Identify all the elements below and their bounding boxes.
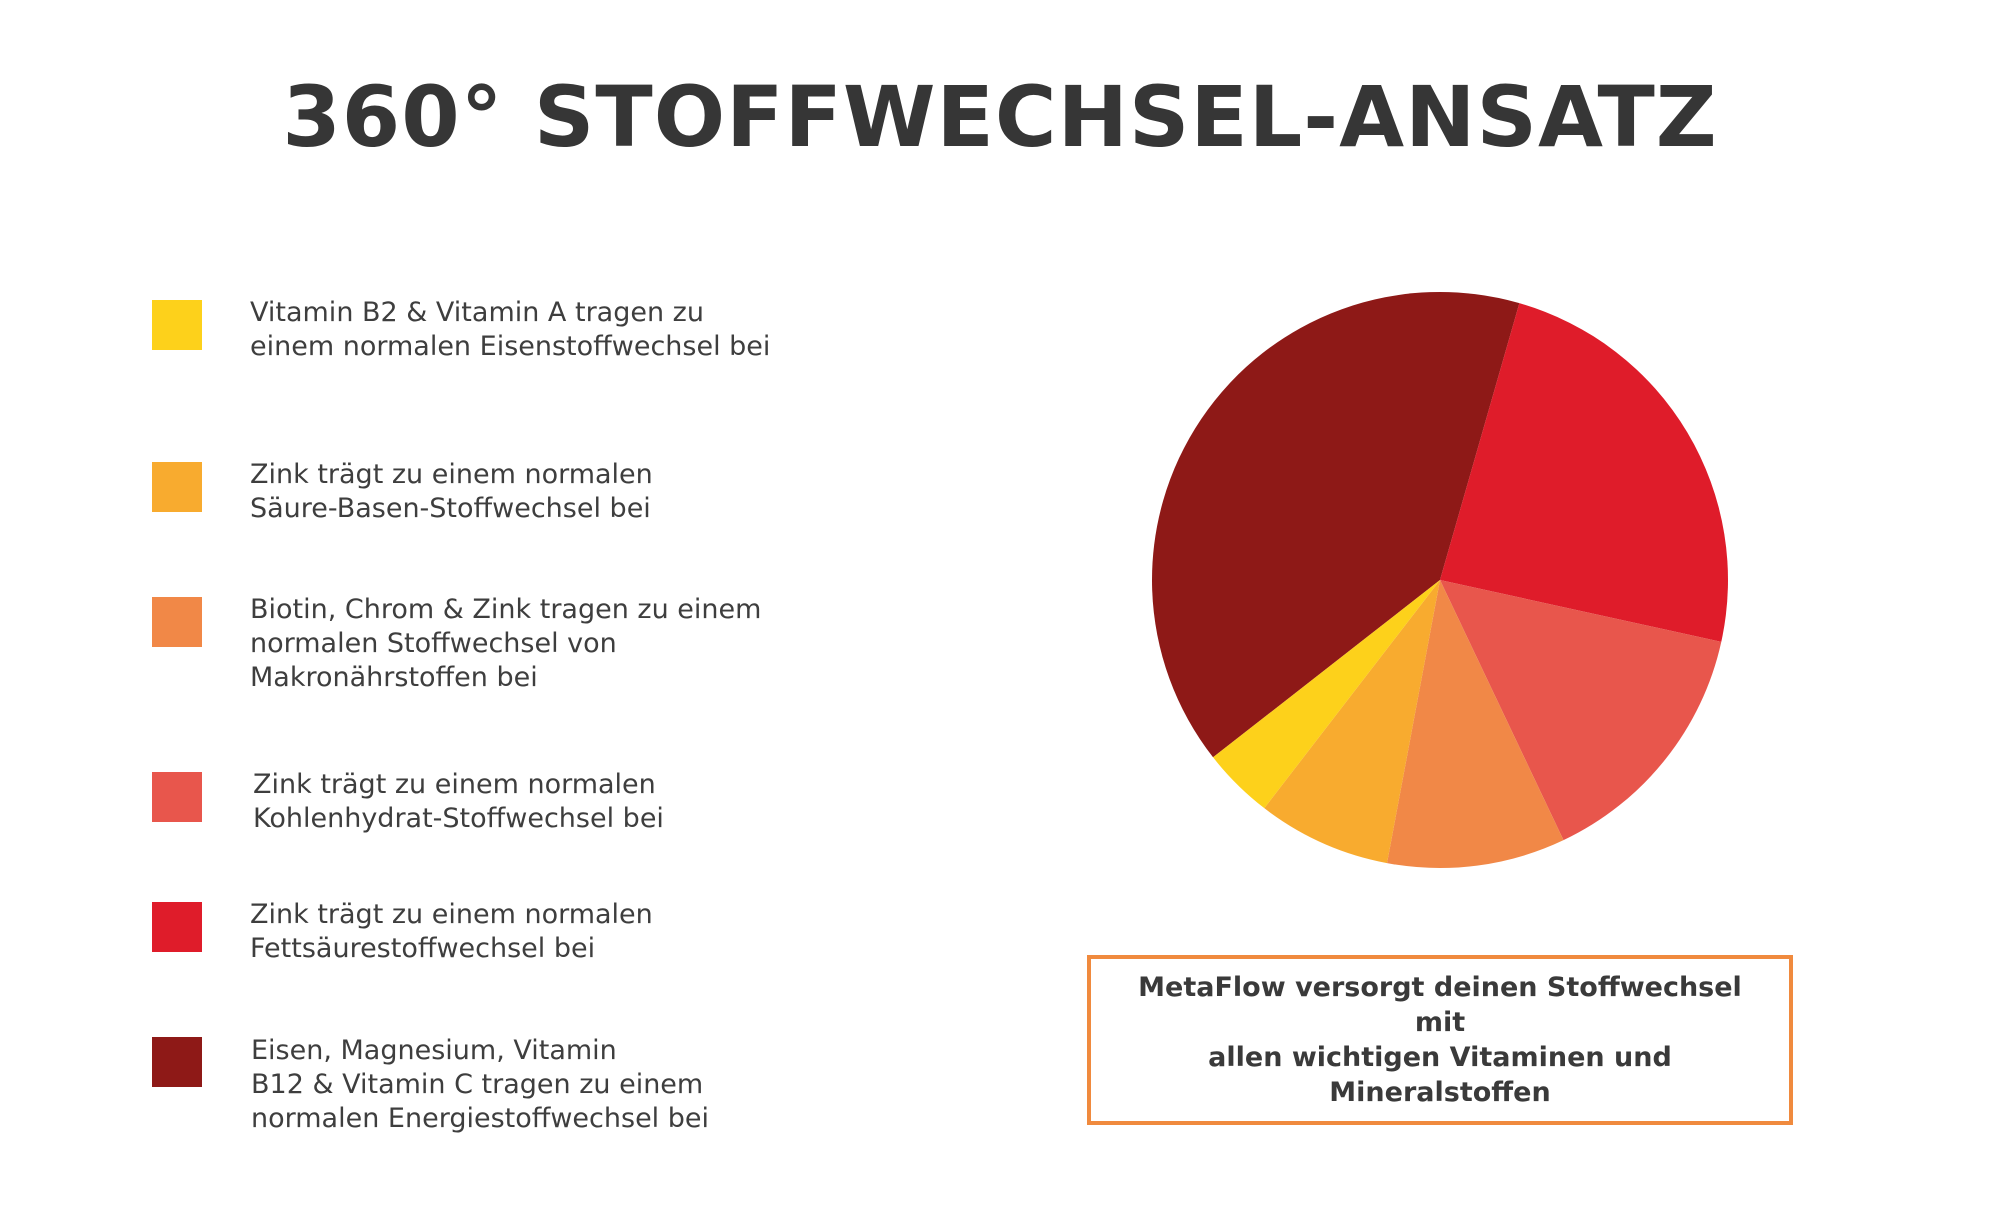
chart-legend: Vitamin B2 & Vitamin A tragen zu einem n…	[0, 0, 900, 1219]
pie-slice	[1213, 580, 1440, 809]
legend-swatch	[152, 1037, 202, 1087]
legend-label: Biotin, Chrom & Zink tragen zu einem nor…	[250, 594, 762, 693]
pie-slice	[1264, 580, 1440, 864]
legend-swatch	[152, 462, 202, 512]
legend-label: Vitamin B2 & Vitamin A tragen zu einem n…	[250, 297, 771, 362]
legend-label: Zink trägt zu einem normalen Kohlenhydra…	[253, 769, 664, 834]
pie-slice	[1440, 580, 1722, 841]
legend-label: Zink trägt zu einem normalen Säure-Basen…	[250, 459, 653, 524]
legend-swatch	[152, 772, 202, 822]
pie-chart	[1152, 292, 1728, 869]
legend-swatch	[152, 597, 202, 647]
legend-label: Eisen, Magnesium, Vitamin B12 & Vitamin …	[251, 1035, 710, 1134]
legend-swatch	[152, 902, 202, 952]
legend-swatch	[152, 300, 202, 350]
pie-slice	[1152, 292, 1520, 758]
pie-slice	[1440, 303, 1728, 642]
pie-slice	[1387, 580, 1564, 869]
page-title: 360° STOFFWECHSEL-ANSATZ	[282, 68, 1718, 166]
legend-label: Zink trägt zu einem normalen Fettsäurest…	[250, 899, 653, 964]
callout-box: MetaFlow versorgt deinen Stoffwechsel mi…	[1087, 955, 1793, 1125]
